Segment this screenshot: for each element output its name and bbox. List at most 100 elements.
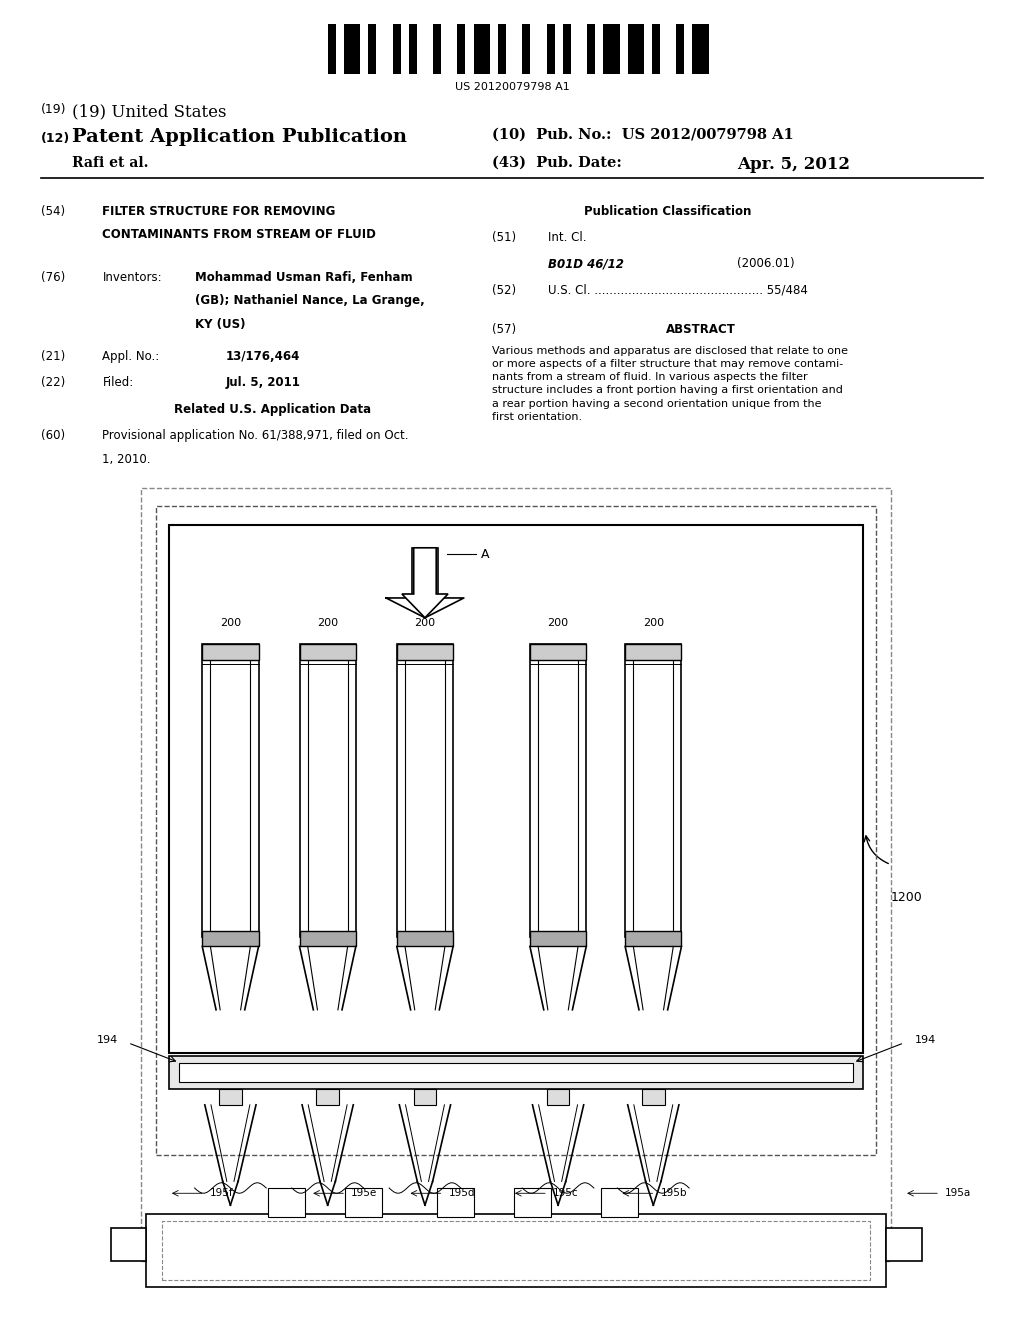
Text: (21): (21) — [41, 350, 66, 363]
Bar — [203, 931, 258, 946]
Bar — [414, 1089, 436, 1105]
Bar — [601, 1188, 638, 1217]
Bar — [625, 931, 682, 946]
Bar — [625, 644, 682, 660]
Text: Mohammad Usman Rafi, Fenham: Mohammad Usman Rafi, Fenham — [195, 271, 413, 284]
Bar — [437, 1188, 474, 1217]
Text: (57): (57) — [492, 323, 516, 337]
Bar — [219, 1089, 242, 1105]
Bar — [369, 24, 377, 74]
Bar — [409, 24, 417, 74]
Text: Int. Cl.: Int. Cl. — [548, 231, 587, 244]
Bar — [156, 506, 876, 1155]
Bar — [179, 1063, 853, 1082]
Text: (22): (22) — [41, 376, 66, 389]
Bar — [603, 24, 620, 74]
Text: Rafi et al.: Rafi et al. — [72, 156, 148, 170]
Bar — [169, 1056, 863, 1089]
Bar — [498, 24, 506, 74]
Bar — [299, 644, 356, 937]
Text: Appl. No.:: Appl. No.: — [102, 350, 160, 363]
Bar — [316, 1089, 339, 1105]
Bar — [530, 644, 587, 660]
Text: A: A — [481, 548, 489, 561]
Text: 195c: 195c — [553, 1188, 579, 1199]
Bar — [344, 24, 360, 74]
Bar — [328, 24, 336, 74]
Text: (2006.01): (2006.01) — [737, 257, 795, 271]
Polygon shape — [386, 598, 464, 618]
Text: KY (US): KY (US) — [195, 318, 245, 331]
Text: FILTER STRUCTURE FOR REMOVING: FILTER STRUCTURE FOR REMOVING — [102, 205, 336, 218]
Text: (19): (19) — [41, 103, 67, 116]
Text: (52): (52) — [492, 284, 516, 297]
Text: Various methods and apparatus are disclosed that relate to one
or more aspects o: Various methods and apparatus are disclo… — [492, 346, 848, 422]
Text: 195a: 195a — [945, 1188, 972, 1199]
Text: (54): (54) — [41, 205, 66, 218]
Bar — [530, 644, 587, 937]
Text: (43)  Pub. Date:: (43) Pub. Date: — [492, 156, 622, 170]
Text: (10)  Pub. No.:  US 2012/0079798 A1: (10) Pub. No.: US 2012/0079798 A1 — [492, 128, 794, 143]
Bar — [396, 644, 453, 937]
Text: Filed:: Filed: — [102, 376, 134, 389]
Bar — [111, 1228, 146, 1261]
Text: 200: 200 — [317, 618, 338, 628]
Text: Publication Classification: Publication Classification — [584, 205, 751, 218]
Text: Apr. 5, 2012: Apr. 5, 2012 — [737, 156, 850, 173]
Text: Related U.S. Application Data: Related U.S. Application Data — [174, 403, 372, 416]
Text: 195f: 195f — [210, 1188, 233, 1199]
Text: US 20120079798 A1: US 20120079798 A1 — [455, 82, 569, 92]
Bar — [203, 644, 258, 937]
Text: Provisional application No. 61/388,971, filed on Oct.: Provisional application No. 61/388,971, … — [102, 429, 409, 442]
Text: Jul. 5, 2011: Jul. 5, 2011 — [225, 376, 300, 389]
Bar — [642, 1089, 665, 1105]
Bar — [522, 24, 530, 74]
Text: 13/176,464: 13/176,464 — [225, 350, 300, 363]
Bar — [628, 24, 644, 74]
Bar — [530, 931, 587, 946]
Bar — [547, 1089, 569, 1105]
Text: 194: 194 — [96, 1035, 118, 1045]
Text: 195d: 195d — [449, 1188, 475, 1199]
Bar — [652, 24, 660, 74]
Bar — [474, 24, 489, 74]
Text: (51): (51) — [492, 231, 516, 244]
FancyArrowPatch shape — [864, 836, 888, 863]
Bar — [268, 1188, 305, 1217]
Bar — [458, 24, 466, 74]
Bar — [396, 931, 453, 946]
Bar — [396, 644, 453, 660]
Text: B01D 46/12: B01D 46/12 — [548, 257, 624, 271]
Bar — [141, 488, 891, 1261]
Bar — [412, 548, 438, 598]
Bar — [692, 24, 709, 74]
Bar — [299, 931, 356, 946]
Bar — [203, 644, 258, 660]
Text: U.S. Cl. ............................................. 55/484: U.S. Cl. ...............................… — [548, 284, 808, 297]
Bar — [392, 24, 400, 74]
Text: 200: 200 — [220, 618, 241, 628]
Bar — [514, 1188, 551, 1217]
Text: 200: 200 — [643, 618, 664, 628]
Bar — [625, 644, 682, 937]
Text: Inventors:: Inventors: — [102, 271, 162, 284]
Text: ABSTRACT: ABSTRACT — [666, 323, 735, 337]
FancyArrow shape — [401, 548, 449, 618]
Bar — [547, 24, 555, 74]
Bar — [169, 525, 863, 1053]
Text: 194: 194 — [914, 1035, 936, 1045]
Text: 1, 2010.: 1, 2010. — [102, 453, 151, 466]
Bar — [299, 644, 356, 660]
Bar — [433, 24, 441, 74]
Text: (60): (60) — [41, 429, 66, 442]
Text: 200: 200 — [415, 618, 435, 628]
Bar — [563, 24, 571, 74]
Text: (76): (76) — [41, 271, 66, 284]
Bar — [676, 24, 684, 74]
Text: Patent Application Publication: Patent Application Publication — [72, 128, 407, 147]
Text: 1200: 1200 — [891, 891, 923, 904]
Bar — [886, 1228, 922, 1261]
Text: 200: 200 — [548, 618, 568, 628]
Bar — [162, 1221, 870, 1280]
Text: 195e: 195e — [351, 1188, 378, 1199]
